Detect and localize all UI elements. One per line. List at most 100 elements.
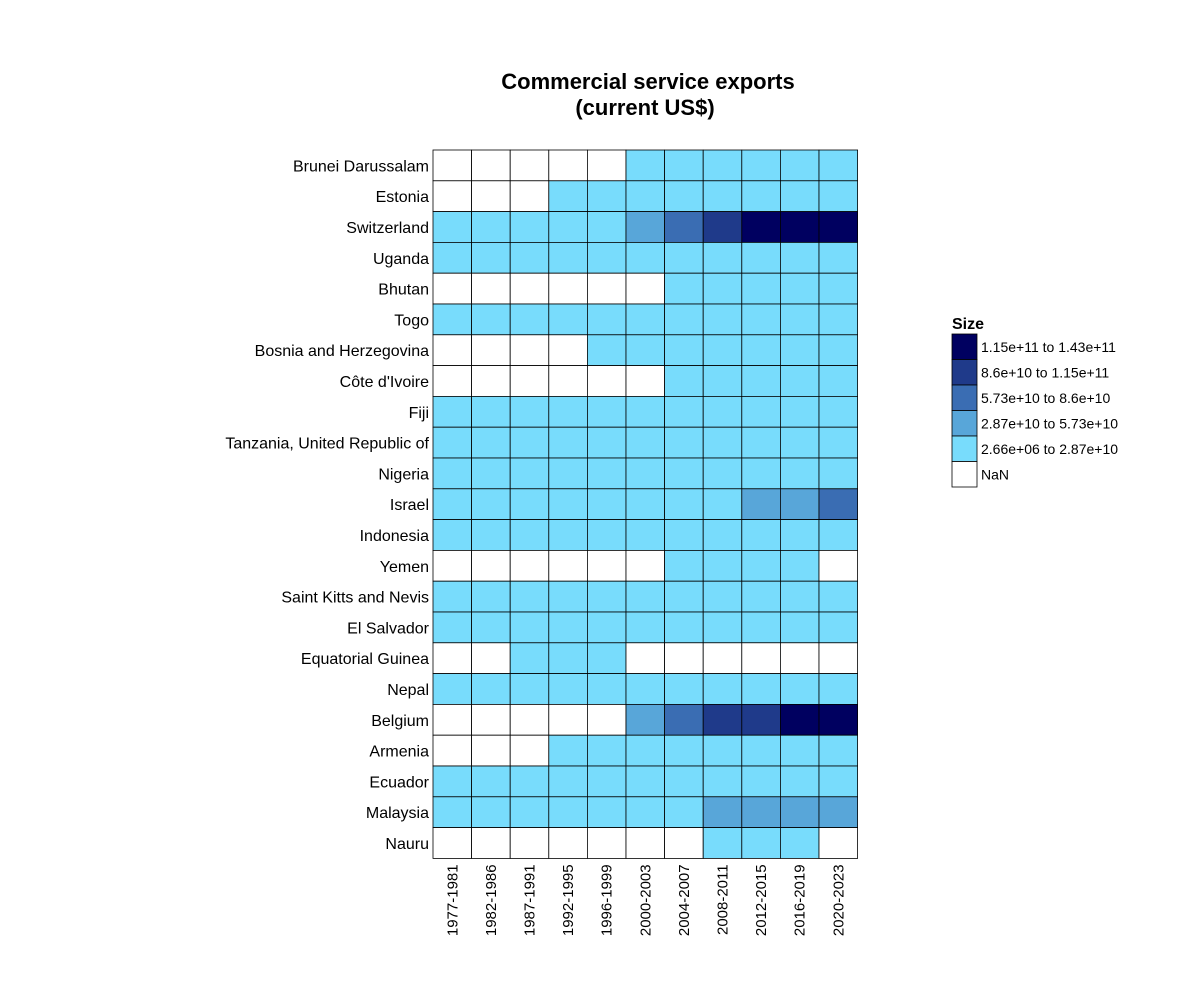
- heatmap-cell: [432, 272, 472, 305]
- legend-swatch: [951, 435, 978, 462]
- heatmap-cell: [702, 734, 743, 767]
- heatmap-cell: [818, 457, 858, 490]
- heatmap-cell: [780, 488, 820, 520]
- heatmap-cell: [548, 303, 588, 336]
- row-label: Yemen: [380, 559, 429, 576]
- heatmap-cell: [780, 365, 820, 397]
- heatmap-cell: [432, 303, 472, 336]
- heatmap-cell: [780, 334, 820, 366]
- heatmap-cell: [509, 519, 550, 551]
- legend-swatch: [951, 461, 978, 488]
- row-label: Nauru: [385, 836, 429, 853]
- heatmap-cell: [780, 827, 820, 859]
- heatmap-cell: [664, 272, 704, 305]
- heatmap-cell: [509, 395, 550, 428]
- heatmap-cell: [587, 395, 627, 428]
- heatmap-cell: [471, 611, 511, 644]
- heatmap-cell: [818, 426, 858, 459]
- heatmap-cell: [548, 519, 588, 551]
- heatmap-cell: [509, 149, 550, 182]
- heatmap-cell: [741, 704, 781, 736]
- heatmap-cell: [818, 704, 858, 736]
- heatmap-cell: [741, 149, 781, 182]
- heatmap-cell: [818, 149, 858, 182]
- heatmap-cell: [664, 550, 704, 582]
- heatmap-cell: [548, 734, 588, 767]
- heatmap-cell: [587, 303, 627, 336]
- heatmap-cell: [664, 611, 704, 644]
- heatmap-cell: [818, 796, 858, 828]
- heatmap-cell: [548, 365, 588, 397]
- heatmap-cell: [818, 488, 858, 520]
- heatmap-cell: [780, 519, 820, 551]
- heatmap-cell: [548, 488, 588, 520]
- heatmap-cell: [432, 704, 472, 736]
- heatmap-cell: [818, 765, 858, 798]
- heatmap-cell: [548, 211, 588, 243]
- row-label: Côte d'Ivoire: [340, 374, 429, 391]
- heatmap-cell: [509, 642, 550, 674]
- heatmap-cell: [548, 272, 588, 305]
- heatmap-cell: [432, 765, 472, 798]
- heatmap-cell: [702, 334, 743, 366]
- heatmap-cell: [587, 673, 627, 705]
- heatmap-cell: [780, 642, 820, 674]
- heatmap-cell: [780, 734, 820, 767]
- heatmap-cell: [432, 365, 472, 397]
- heatmap-cell: [625, 395, 665, 428]
- heatmap-cell: [664, 488, 704, 520]
- heatmap-cell: [702, 796, 743, 828]
- heatmap-cell: [509, 303, 550, 336]
- legend-label: 1.15e+11 to 1.43e+11: [981, 339, 1116, 355]
- heatmap-cell: [471, 241, 511, 274]
- legend-title: Size: [952, 316, 984, 333]
- heatmap-cell: [509, 334, 550, 366]
- row-label: El Salvador: [347, 620, 429, 637]
- heatmap-cell: [625, 334, 665, 366]
- heatmap-cell: [548, 395, 588, 428]
- heatmap-cell: [818, 303, 858, 336]
- heatmap-cell: [664, 303, 704, 336]
- heatmap-cell: [818, 180, 858, 213]
- legend-label: 2.87e+10 to 5.73e+10: [981, 415, 1118, 431]
- heatmap-cell: [780, 426, 820, 459]
- column-label: 1992-1995: [560, 864, 577, 936]
- heatmap-cell: [741, 211, 781, 243]
- heatmap-cell: [818, 827, 858, 859]
- column-label: 1996-1999: [599, 864, 616, 936]
- heatmap-cell: [548, 796, 588, 828]
- heatmap-cell: [702, 272, 743, 305]
- heatmap-cell: [741, 426, 781, 459]
- legend-label: 2.66e+06 to 2.87e+10: [981, 441, 1118, 457]
- heatmap-cell: [625, 303, 665, 336]
- heatmap-cell: [741, 673, 781, 705]
- heatmap-cell: [780, 457, 820, 490]
- heatmap-cell: [587, 426, 627, 459]
- heatmap-cell: [432, 734, 472, 767]
- row-label: Armenia: [369, 744, 429, 761]
- heatmap-cell: [702, 211, 743, 243]
- heatmap-cell: [664, 149, 704, 182]
- legend-label: 5.73e+10 to 8.6e+10: [981, 390, 1110, 406]
- heatmap-cell: [664, 796, 704, 828]
- heatmap-cell: [587, 734, 627, 767]
- heatmap-cell: [664, 211, 704, 243]
- heatmap-cell: [625, 580, 665, 613]
- heatmap-cell: [625, 180, 665, 213]
- row-label: Fiji: [409, 405, 429, 422]
- heatmap-cell: [509, 734, 550, 767]
- heatmap-cell: [741, 580, 781, 613]
- heatmap-cell: [509, 827, 550, 859]
- heatmap-cell: [471, 180, 511, 213]
- heatmap-cell: [780, 149, 820, 182]
- row-label: Nigeria: [378, 466, 429, 483]
- legend-swatch: [951, 410, 978, 437]
- heatmap-cell: [587, 765, 627, 798]
- column-label: 1977-1981: [444, 864, 461, 936]
- heatmap-cell: [471, 303, 511, 336]
- heatmap-cell: [509, 704, 550, 736]
- heatmap-cell: [741, 241, 781, 274]
- heatmap-cell: [780, 765, 820, 798]
- heatmap-cell: [741, 272, 781, 305]
- heatmap-cell: [509, 365, 550, 397]
